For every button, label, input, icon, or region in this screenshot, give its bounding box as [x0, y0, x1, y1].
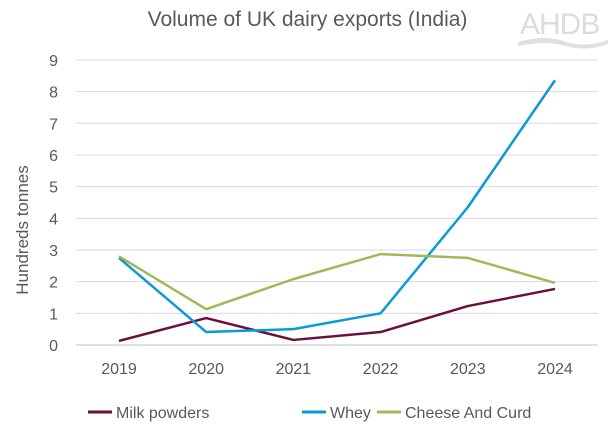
y-tick-label: 8: [49, 85, 58, 102]
legend-label: Milk powders: [116, 405, 209, 422]
y-tick-label: 4: [49, 211, 58, 228]
x-tick-label: 2021: [276, 361, 312, 378]
legend-item: Cheese And Curd: [377, 405, 531, 422]
x-tick-label: 2020: [188, 361, 224, 378]
ahdb-logo: AHDB: [518, 8, 608, 49]
y-tick-label: 9: [49, 53, 58, 70]
legend-label: Whey: [330, 405, 371, 422]
y-tick-label: 6: [49, 148, 58, 165]
y-tick-label: 5: [49, 180, 58, 197]
legend-item: Whey: [302, 405, 371, 422]
legend-label: Cheese And Curd: [405, 405, 531, 422]
x-tick-label: 2019: [101, 361, 137, 378]
x-tick-label: 2023: [450, 361, 486, 378]
series-line-whey: [118, 79, 557, 334]
y-tick-label: 3: [49, 243, 58, 260]
legend-item: Milk powders: [88, 405, 209, 422]
y-axis-label: Hundreds tonnes: [13, 165, 32, 294]
y-tick-label: 1: [49, 306, 58, 323]
y-tick-label: 0: [49, 338, 58, 355]
y-tick-label: 7: [49, 116, 58, 133]
y-tick-label: 2: [49, 275, 58, 292]
x-tick-label: 2022: [363, 361, 399, 378]
series-line-milk-powders: [118, 287, 556, 343]
svg-text:AHDB: AHDB: [520, 8, 599, 41]
x-tick-label: 2024: [537, 361, 573, 378]
series-line-cheese-and-curd: [118, 252, 556, 311]
chart-title: Volume of UK dairy exports (India): [147, 8, 468, 31]
